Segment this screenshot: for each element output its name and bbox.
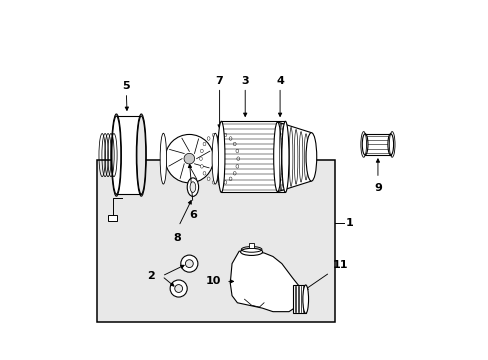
- Circle shape: [181, 255, 198, 272]
- Circle shape: [170, 280, 187, 297]
- Bar: [221, 121, 285, 193]
- Bar: [365, 134, 390, 155]
- Ellipse shape: [235, 165, 238, 168]
- Ellipse shape: [137, 116, 145, 194]
- Text: 1: 1: [345, 219, 352, 228]
- Ellipse shape: [212, 133, 215, 137]
- Ellipse shape: [218, 132, 221, 135]
- Bar: [108, 215, 117, 221]
- Bar: [97, 161, 335, 322]
- Text: 8: 8: [173, 233, 181, 243]
- Text: 3: 3: [241, 76, 248, 86]
- Text: 7: 7: [215, 76, 223, 86]
- Circle shape: [165, 134, 213, 183]
- Ellipse shape: [190, 182, 195, 193]
- Bar: [116, 116, 141, 194]
- Ellipse shape: [207, 137, 210, 140]
- Bar: [248, 243, 254, 248]
- Ellipse shape: [235, 149, 238, 153]
- Text: 9: 9: [373, 183, 381, 193]
- Ellipse shape: [216, 141, 222, 176]
- Ellipse shape: [273, 122, 281, 192]
- Ellipse shape: [200, 149, 203, 153]
- Ellipse shape: [112, 116, 121, 194]
- Ellipse shape: [233, 171, 236, 175]
- Ellipse shape: [302, 285, 308, 314]
- Text: 5: 5: [122, 81, 130, 91]
- Ellipse shape: [187, 178, 198, 196]
- Ellipse shape: [207, 177, 210, 181]
- Ellipse shape: [218, 182, 221, 185]
- Ellipse shape: [199, 157, 202, 161]
- Ellipse shape: [203, 171, 205, 175]
- Ellipse shape: [281, 121, 288, 193]
- Ellipse shape: [200, 165, 203, 168]
- Ellipse shape: [224, 133, 226, 137]
- Text: 11: 11: [332, 260, 347, 270]
- Ellipse shape: [215, 134, 223, 184]
- Text: 6: 6: [188, 210, 197, 220]
- Ellipse shape: [212, 181, 215, 184]
- Circle shape: [185, 260, 193, 267]
- Ellipse shape: [305, 133, 316, 181]
- Ellipse shape: [233, 142, 236, 146]
- Ellipse shape: [240, 248, 262, 256]
- Ellipse shape: [217, 121, 224, 193]
- Ellipse shape: [229, 137, 231, 140]
- Text: 10: 10: [205, 276, 221, 287]
- Circle shape: [174, 285, 182, 292]
- Ellipse shape: [160, 133, 166, 184]
- Circle shape: [183, 153, 194, 164]
- Ellipse shape: [203, 142, 205, 146]
- Text: 4: 4: [276, 76, 284, 86]
- Ellipse shape: [236, 157, 239, 161]
- Ellipse shape: [362, 134, 367, 155]
- Text: 2: 2: [147, 271, 155, 281]
- Polygon shape: [277, 122, 311, 192]
- Polygon shape: [230, 251, 300, 312]
- Ellipse shape: [224, 181, 226, 184]
- Ellipse shape: [212, 133, 218, 184]
- Ellipse shape: [229, 177, 231, 181]
- Ellipse shape: [387, 134, 393, 155]
- Bar: [292, 285, 305, 314]
